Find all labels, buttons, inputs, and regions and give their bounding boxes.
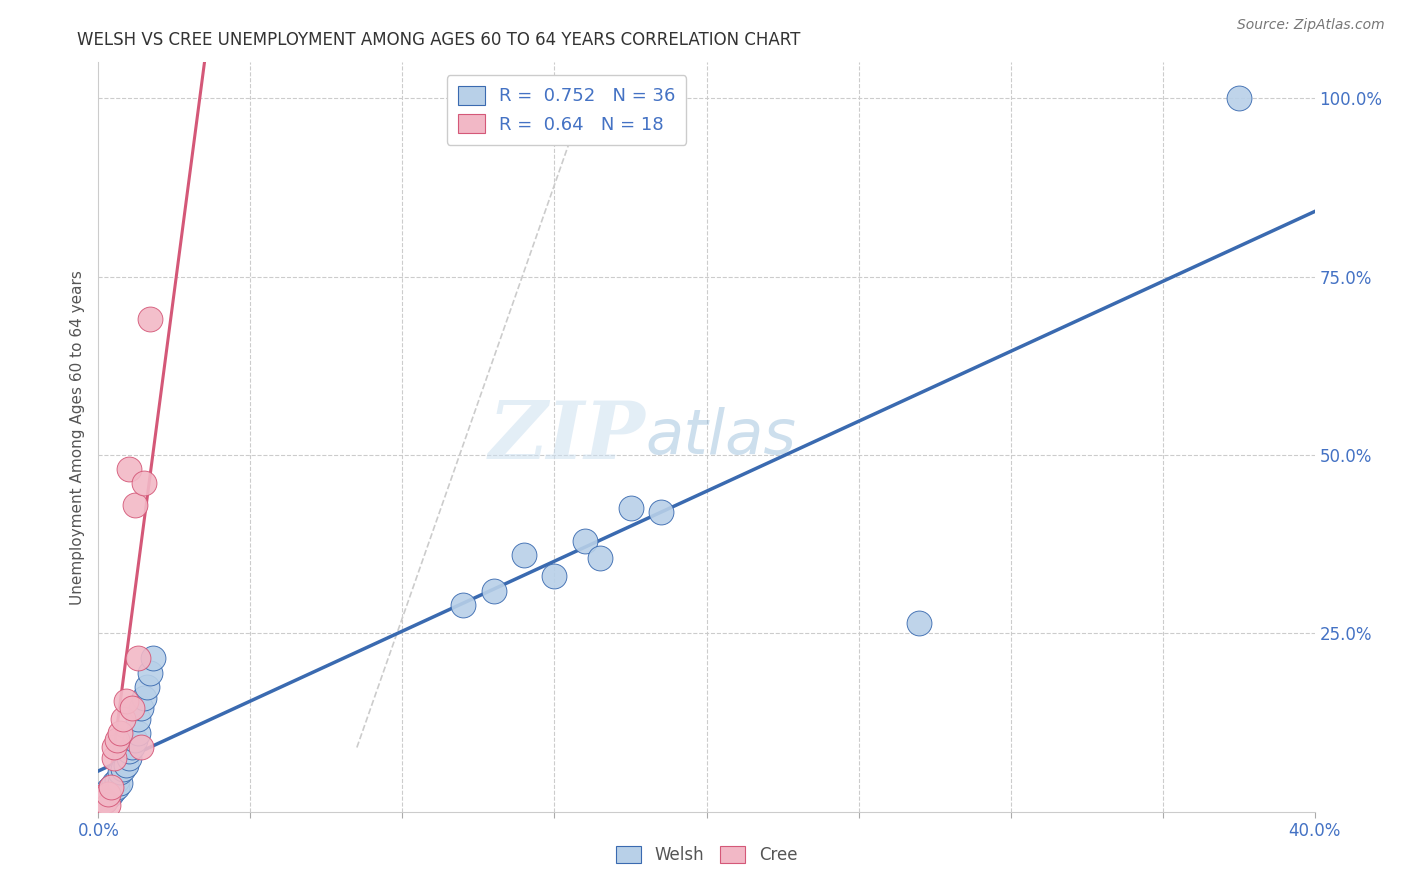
Point bbox=[93, 794, 115, 808]
Point bbox=[908, 615, 931, 630]
Point bbox=[574, 533, 596, 548]
Point bbox=[114, 758, 136, 772]
Point bbox=[103, 776, 125, 790]
Point bbox=[108, 765, 131, 780]
Text: WELSH VS CREE UNEMPLOYMENT AMONG AGES 60 TO 64 YEARS CORRELATION CHART: WELSH VS CREE UNEMPLOYMENT AMONG AGES 60… bbox=[77, 31, 800, 49]
Point bbox=[142, 651, 165, 665]
Point bbox=[127, 712, 149, 726]
Point bbox=[589, 551, 612, 566]
Y-axis label: Unemployment Among Ages 60 to 64 years: Unemployment Among Ages 60 to 64 years bbox=[69, 269, 84, 605]
Point bbox=[139, 312, 162, 326]
Point bbox=[103, 751, 125, 765]
Point bbox=[96, 797, 118, 812]
Point bbox=[513, 548, 536, 562]
Point bbox=[1227, 91, 1250, 105]
Point bbox=[132, 690, 155, 705]
Point bbox=[114, 694, 136, 708]
Point bbox=[139, 665, 162, 680]
Point bbox=[108, 726, 131, 740]
Point bbox=[453, 598, 475, 612]
Point bbox=[543, 569, 565, 583]
Point bbox=[121, 701, 143, 715]
Point bbox=[100, 780, 122, 794]
Point bbox=[96, 787, 118, 801]
Point bbox=[124, 498, 146, 512]
Point bbox=[129, 701, 152, 715]
Point bbox=[105, 772, 128, 787]
Point bbox=[127, 726, 149, 740]
Text: atlas: atlas bbox=[645, 407, 797, 467]
Point bbox=[482, 583, 505, 598]
Point bbox=[93, 794, 115, 808]
Point bbox=[90, 790, 112, 805]
Legend: Welsh, Cree: Welsh, Cree bbox=[609, 839, 804, 871]
Point bbox=[105, 780, 128, 794]
Point bbox=[96, 783, 118, 797]
Point bbox=[108, 776, 131, 790]
Point bbox=[127, 651, 149, 665]
Point bbox=[136, 680, 159, 694]
Point bbox=[619, 501, 641, 516]
Text: Source: ZipAtlas.com: Source: ZipAtlas.com bbox=[1237, 18, 1385, 32]
Point bbox=[118, 462, 141, 476]
Text: ZIP: ZIP bbox=[489, 399, 645, 475]
Point bbox=[118, 744, 141, 758]
Point bbox=[118, 751, 141, 765]
Point bbox=[103, 783, 125, 797]
Point bbox=[111, 712, 134, 726]
Point bbox=[111, 762, 134, 776]
Point bbox=[103, 740, 125, 755]
Point bbox=[121, 740, 143, 755]
Point bbox=[96, 790, 118, 805]
Point bbox=[650, 505, 672, 519]
Point bbox=[100, 787, 122, 801]
Point bbox=[105, 733, 128, 747]
Point bbox=[100, 780, 122, 794]
Point bbox=[90, 790, 112, 805]
Point bbox=[93, 787, 115, 801]
Point bbox=[129, 740, 152, 755]
Point bbox=[124, 733, 146, 747]
Point bbox=[132, 476, 155, 491]
